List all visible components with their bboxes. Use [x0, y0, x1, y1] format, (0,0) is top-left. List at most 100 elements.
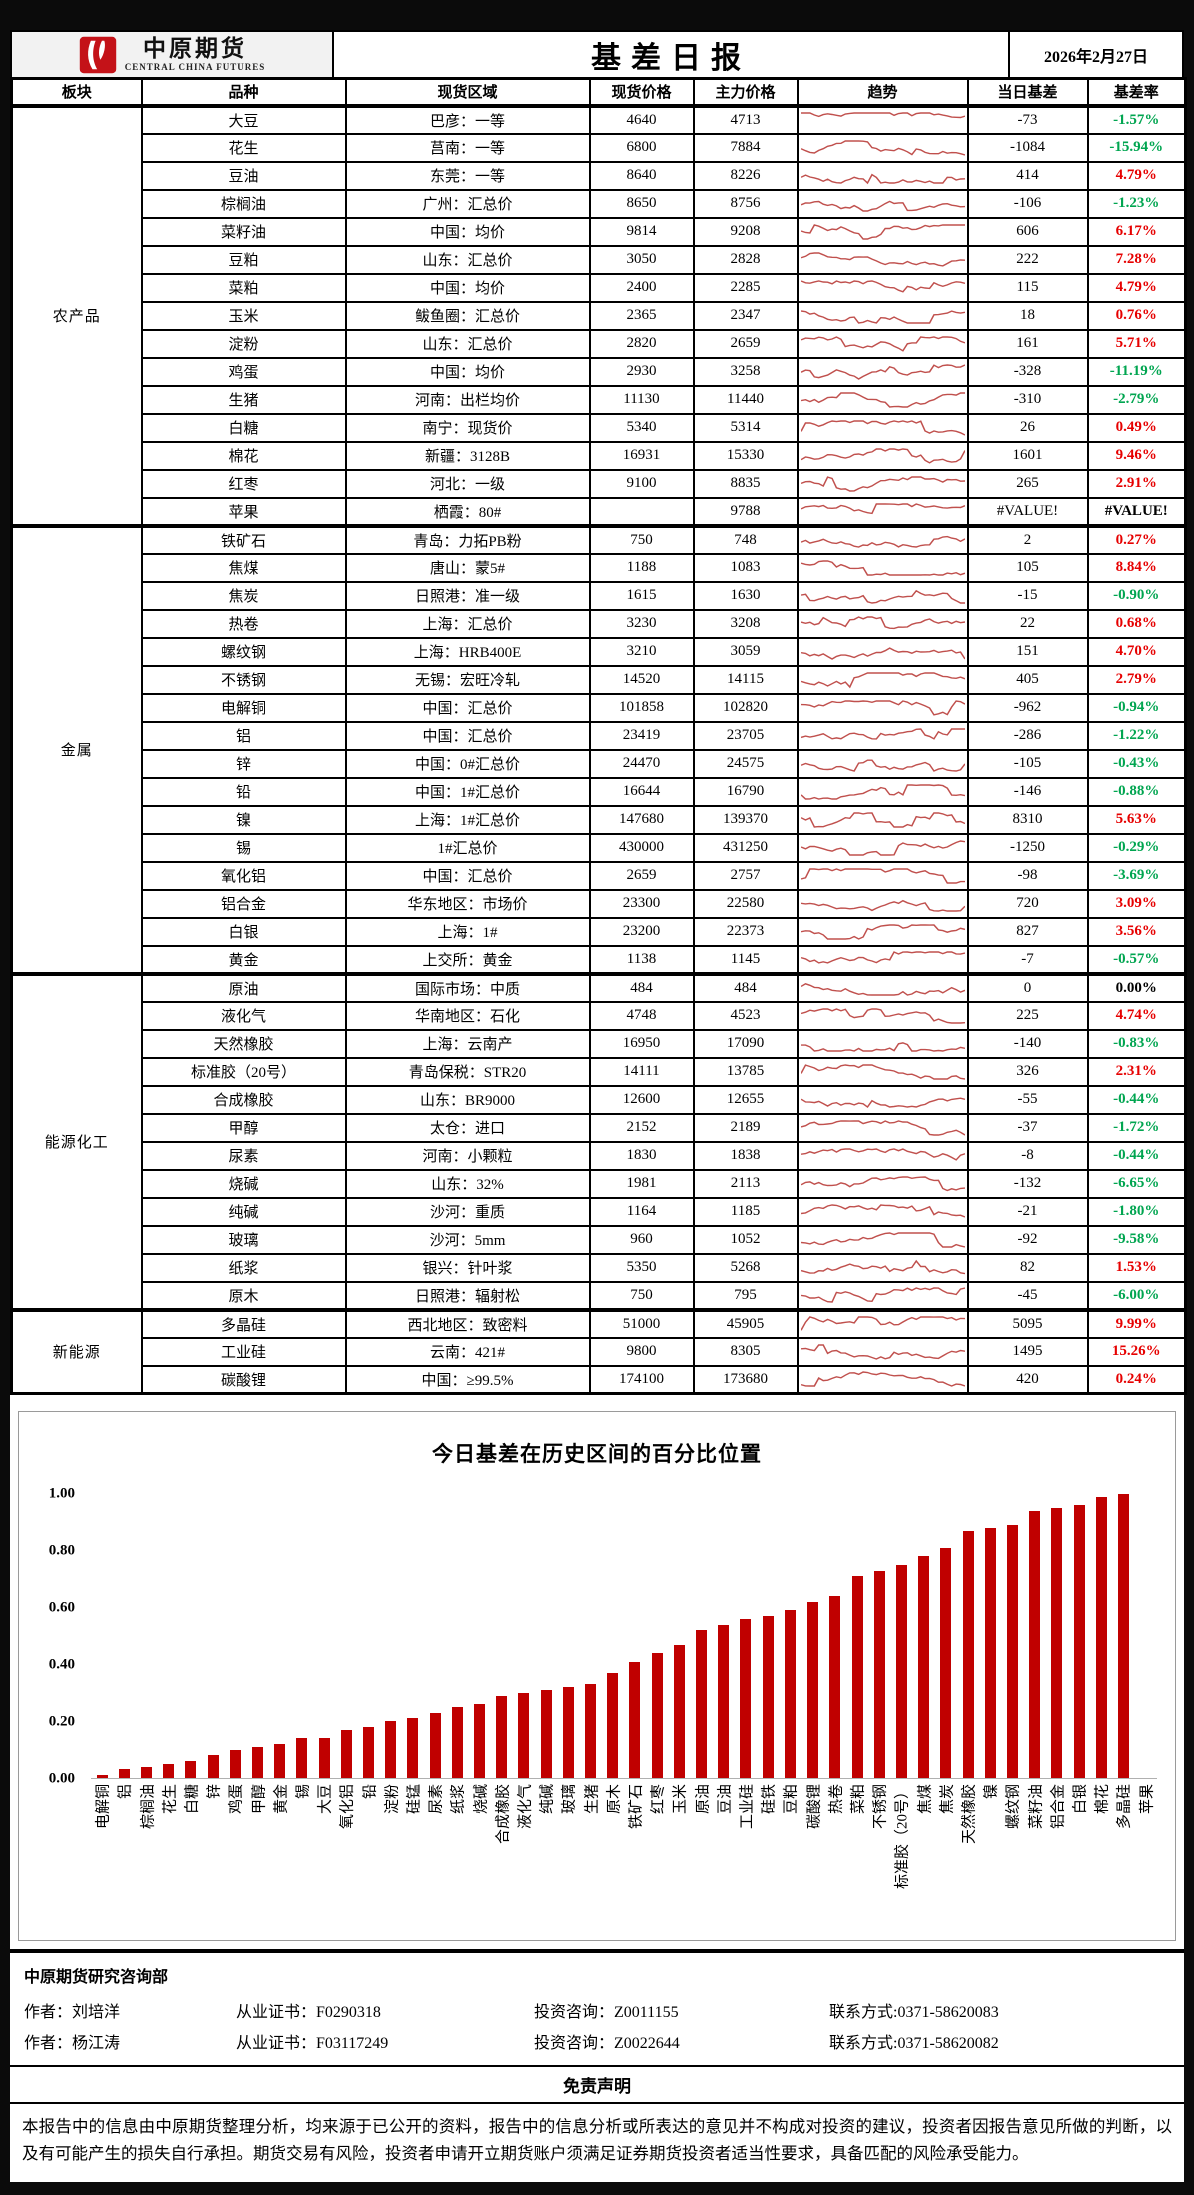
bar-slot: [380, 1494, 402, 1778]
x-tick-label: 硅铁: [761, 1784, 778, 1815]
spot-price: 23300: [588, 888, 695, 919]
basis-rate: 0.76%: [1086, 300, 1187, 331]
main-contract-price: 3258: [692, 356, 799, 387]
bar-slot: [868, 1494, 890, 1778]
daily-basis: 225: [966, 1000, 1089, 1031]
table-row: 能源化工 原油 国际市场：中质 484 484 0 0.00%: [10, 971, 1187, 1311]
bar-slot: [713, 1494, 735, 1778]
table-row: 棕榈油 广州：汇总价 8650 8756 -106 -1.23%: [12, 188, 1187, 219]
trend-sparkline: [800, 309, 965, 324]
x-tick-label: 铁矿石: [628, 1784, 645, 1830]
trend-cell: [796, 1280, 969, 1311]
spot-price: 430000: [588, 832, 695, 863]
author-contact: 联系方式:0371-58620082: [829, 2035, 999, 2053]
x-tick-label: 花生: [162, 1784, 179, 1815]
x-tick-label: 纯碱: [539, 1784, 556, 1815]
bar-铅: [363, 1726, 375, 1778]
bar-slot: [802, 1494, 824, 1778]
spot-price: 12600: [588, 1084, 695, 1115]
spot-region: 山东：汇总价: [344, 328, 591, 359]
bar-棉花: [1095, 1496, 1107, 1778]
product-name: 原木: [140, 1280, 347, 1311]
daily-basis: 1601: [966, 440, 1089, 471]
daily-basis: 265: [966, 468, 1089, 499]
trend-cell: [796, 1028, 969, 1059]
bar-棕榈油: [141, 1766, 152, 1778]
trend-cell: [796, 300, 969, 331]
product-name: 烧碱: [140, 1168, 347, 1199]
trend-cell: [796, 1140, 969, 1171]
bar-原木: [607, 1672, 619, 1778]
table-row: 纯碱 沙河：重质 1164 1185 -21 -1.80%: [12, 1196, 1187, 1227]
main-contract-price: 5268: [692, 1252, 799, 1283]
x-label-slot: 液化气: [513, 1782, 535, 1934]
column-header-4: 主力价格: [692, 77, 799, 107]
bar-slot: [779, 1494, 801, 1778]
x-label-slot: 淀粉: [380, 1782, 402, 1934]
daily-basis: 720: [966, 888, 1089, 919]
main-contract-price: 8835: [692, 468, 799, 499]
sector-label: 能源化工: [10, 971, 143, 1311]
main-contract-price: 1052: [692, 1224, 799, 1255]
basis-rate: 9.99%: [1086, 1307, 1187, 1339]
daily-basis: 18: [966, 300, 1089, 331]
bar-slot: [646, 1494, 668, 1778]
spot-price: 24470: [588, 748, 695, 779]
basis-rate: -0.44%: [1086, 1084, 1187, 1115]
x-tick-label: 豆粕: [783, 1784, 800, 1815]
trend-cell: [796, 328, 969, 359]
main-contract-price: 14115: [692, 664, 799, 695]
spot-region: 中国：1#汇总价: [344, 776, 591, 807]
x-tick-label: 黄金: [273, 1784, 290, 1815]
x-label-slot: 多晶硅: [1112, 1782, 1134, 1934]
bar-slot: [1112, 1494, 1134, 1778]
table-row: 合成橡胶 山东：BR9000 12600 12655 -55 -0.44%: [12, 1084, 1187, 1115]
basis-rate: 0.68%: [1086, 608, 1187, 639]
spot-region: 山东：汇总价: [344, 244, 591, 275]
trend-cell: [796, 944, 969, 975]
y-tick-label: 1.00: [48, 1485, 75, 1502]
x-tick-label: 多晶硅: [1116, 1784, 1133, 1830]
basis-rate: -1.72%: [1086, 1112, 1187, 1143]
trend-cell: [796, 412, 969, 443]
report-date: 2026年2月27日: [1043, 48, 1148, 66]
bar-slot: [335, 1494, 357, 1778]
column-header-1: 品种: [140, 77, 347, 107]
bar-大豆: [318, 1738, 330, 1778]
x-label-slot: 鸡蛋: [224, 1782, 246, 1934]
product-name: 铝合金: [140, 888, 347, 919]
spot-region: 青岛：力拓PB粉: [344, 523, 591, 555]
sector-label: 农产品: [10, 103, 143, 527]
bar-焦煤: [918, 1556, 930, 1778]
bar-slot: [246, 1494, 268, 1778]
bar-硅锰: [407, 1718, 419, 1778]
spot-price: 23419: [588, 720, 695, 751]
spot-region: 鲅鱼圈：汇总价: [344, 300, 591, 331]
trend-sparkline: [800, 112, 965, 119]
trend-cell: [796, 272, 969, 303]
spot-region: 唐山：蒙5#: [344, 552, 591, 583]
spot-price: 11130: [588, 384, 695, 415]
trend-sparkline: [800, 1203, 965, 1218]
brand-name-en: CENTRAL CHINA FUTURES: [124, 62, 266, 72]
x-tick-label: 标准胶（20号）: [894, 1784, 911, 1890]
bar-slot: [424, 1494, 446, 1778]
bar-硅铁: [762, 1616, 774, 1778]
x-label-slot: 生猪: [579, 1782, 601, 1934]
trend-sparkline: [800, 535, 965, 548]
x-tick-label: 合成橡胶: [495, 1784, 512, 1845]
basis-rate: 7.28%: [1086, 244, 1187, 275]
x-tick-label: 氧化铝: [339, 1784, 356, 1830]
x-tick-label: 玉米: [672, 1784, 689, 1815]
bar-slot: [735, 1494, 757, 1778]
column-header-2: 现货区域: [344, 77, 591, 107]
x-label-slot: 硅锰: [402, 1782, 424, 1934]
bar-slot: [890, 1494, 912, 1778]
main-contract-price: 2828: [692, 244, 799, 275]
bar-白银: [1073, 1505, 1085, 1778]
basis-rate: 0.24%: [1086, 1364, 1187, 1395]
product-name: 多晶硅: [140, 1307, 347, 1339]
bar-纯碱: [540, 1689, 552, 1778]
author-name: 作者：杨江涛: [24, 2035, 121, 2053]
x-tick-label: 苹果: [1139, 1784, 1156, 1815]
